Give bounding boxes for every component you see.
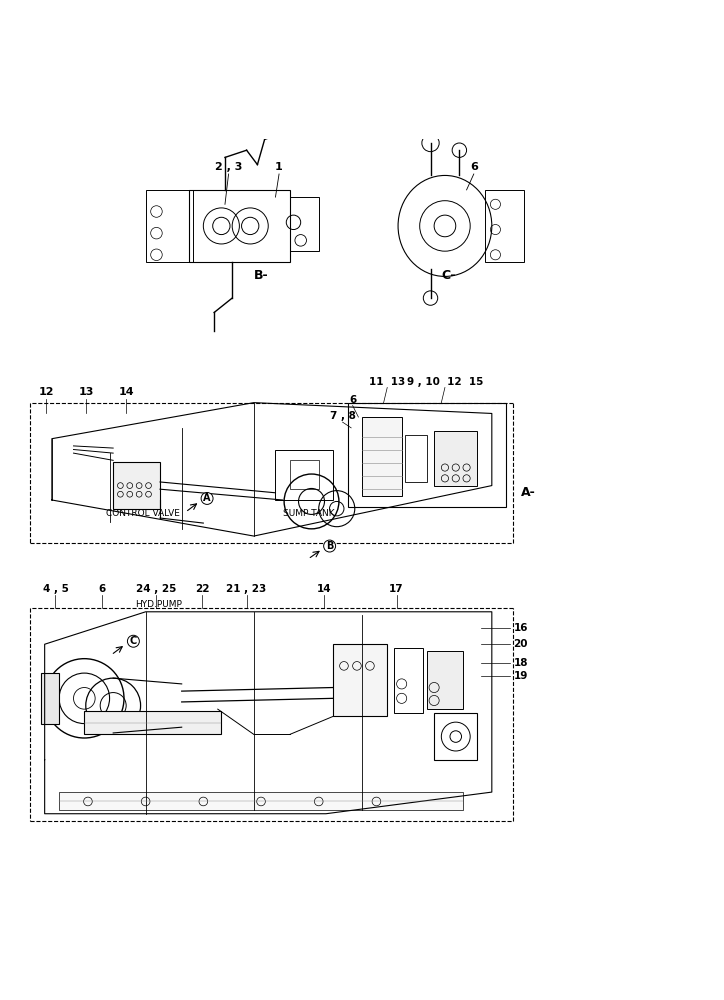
Text: 18: 18 — [513, 658, 528, 668]
Bar — [59, 792, 463, 810]
Text: A-: A- — [521, 486, 536, 499]
Text: 4 , 5: 4 , 5 — [43, 584, 69, 594]
Text: B-: B- — [253, 269, 269, 282]
Text: 2 , 3: 2 , 3 — [215, 162, 243, 172]
Text: B: B — [326, 541, 333, 551]
Text: CONTROL VALVE: CONTROL VALVE — [106, 509, 180, 518]
Bar — [405, 435, 427, 482]
Bar — [395, 648, 424, 713]
Text: 1: 1 — [275, 162, 283, 172]
Text: 9 , 10  12  15: 9 , 10 12 15 — [407, 377, 483, 387]
Bar — [362, 417, 402, 496]
Bar — [434, 431, 477, 486]
Text: SUMP TANK: SUMP TANK — [282, 509, 334, 518]
Bar — [146, 190, 193, 262]
Text: HYD.PUMP: HYD.PUMP — [135, 600, 182, 609]
Text: C-: C- — [442, 269, 456, 282]
Text: 6: 6 — [349, 395, 356, 405]
Text: 12: 12 — [38, 387, 54, 397]
Bar — [84, 711, 222, 734]
Text: 11  13: 11 13 — [369, 377, 405, 387]
Bar — [484, 190, 524, 262]
Bar — [290, 460, 319, 489]
Text: 21 , 23: 21 , 23 — [227, 584, 266, 594]
Bar — [275, 450, 333, 500]
Bar — [434, 713, 477, 760]
Text: 7 , 8: 7 , 8 — [329, 411, 355, 421]
Bar — [189, 190, 290, 262]
Text: 13: 13 — [79, 387, 94, 397]
Text: 22: 22 — [195, 584, 209, 594]
Text: 24 , 25: 24 , 25 — [136, 584, 177, 594]
Bar — [427, 651, 463, 709]
Bar — [41, 673, 59, 724]
Bar — [113, 462, 160, 509]
Text: 14: 14 — [118, 387, 134, 397]
Text: 14: 14 — [317, 584, 332, 594]
Bar — [348, 403, 506, 507]
Text: 17: 17 — [390, 584, 404, 594]
Text: C: C — [130, 636, 137, 646]
Bar — [333, 644, 387, 716]
Text: 6: 6 — [470, 162, 478, 172]
Text: 19: 19 — [513, 671, 528, 681]
Text: 20: 20 — [513, 639, 528, 649]
Text: 16: 16 — [513, 623, 528, 633]
Text: 6: 6 — [98, 584, 106, 594]
Text: A: A — [203, 493, 211, 503]
Bar — [290, 197, 319, 251]
